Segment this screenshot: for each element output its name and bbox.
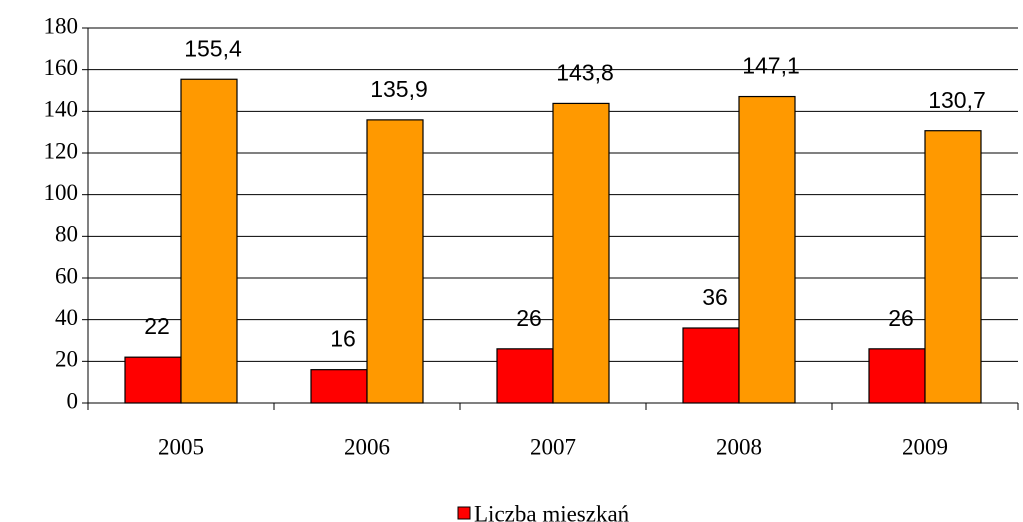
y-tick-label: 160 — [44, 55, 79, 80]
legend-label: Liczba mieszkań — [474, 501, 630, 522]
data-label: 155,4 — [184, 35, 242, 61]
data-label: 26 — [516, 305, 542, 331]
bar — [738, 95, 796, 404]
y-tick-label: 180 — [44, 13, 79, 38]
x-tick-label: 2009 — [902, 434, 948, 459]
bar — [868, 348, 926, 404]
y-tick-label: 60 — [55, 263, 78, 288]
y-tick-label: 40 — [55, 305, 78, 330]
bar — [924, 130, 982, 404]
x-tick-label: 2008 — [716, 434, 762, 459]
bar — [682, 327, 740, 404]
y-tick-label: 100 — [44, 180, 79, 205]
bar — [180, 78, 238, 404]
data-label: 135,9 — [370, 76, 428, 102]
y-tick-label: 20 — [55, 347, 78, 372]
bar — [124, 356, 182, 404]
bar — [552, 102, 610, 404]
bar — [310, 369, 368, 404]
bar — [496, 348, 554, 404]
data-label: 36 — [702, 284, 728, 310]
data-label: 130,7 — [928, 87, 986, 113]
data-label: 147,1 — [742, 53, 800, 79]
bar — [366, 119, 424, 404]
y-tick-label: 140 — [44, 97, 79, 122]
y-tick-label: 120 — [44, 138, 79, 163]
x-tick-label: 2005 — [158, 434, 204, 459]
y-tick-label: 80 — [55, 222, 78, 247]
data-label: 143,8 — [556, 59, 614, 85]
data-label: 16 — [330, 326, 356, 352]
x-tick-label: 2006 — [344, 434, 390, 459]
legend-swatch — [457, 506, 471, 520]
y-tick-label: 0 — [67, 388, 79, 413]
data-label: 22 — [144, 313, 170, 339]
x-tick-label: 2007 — [530, 434, 576, 459]
data-label: 26 — [888, 305, 914, 331]
